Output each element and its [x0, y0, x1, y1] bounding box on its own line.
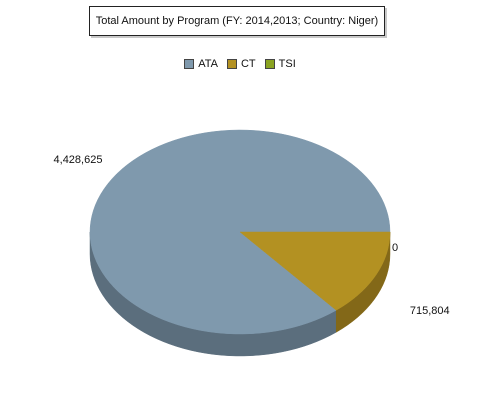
data-label-tsi: 0 — [392, 242, 398, 254]
data-label-ata: 4,428,625 — [54, 154, 103, 166]
data-label-ct: 715,804 — [410, 305, 450, 317]
